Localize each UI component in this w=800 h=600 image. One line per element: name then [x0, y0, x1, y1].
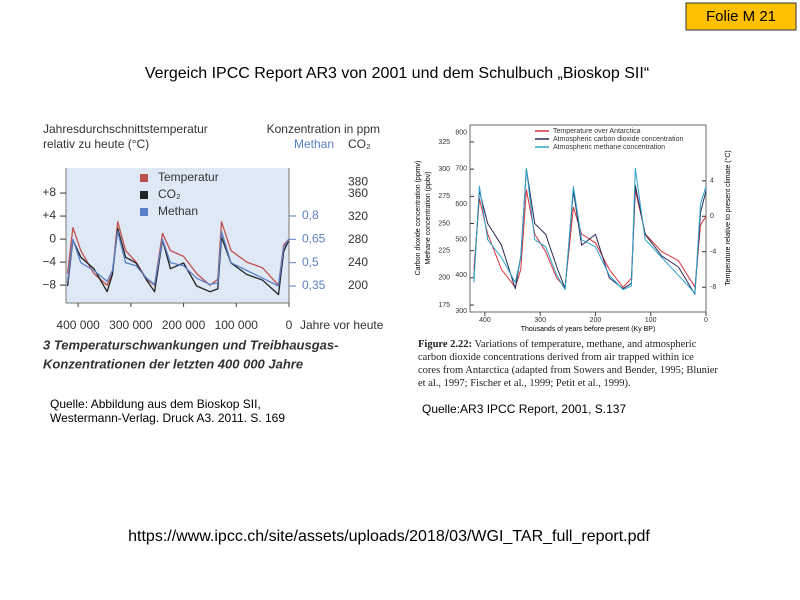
y-tick-label: 400	[455, 272, 467, 279]
x-axis-title: Thousands of years before present (Ky BP…	[521, 326, 656, 333]
legend-swatch	[140, 191, 148, 199]
data-line	[66, 227, 290, 296]
y-tick-label: 275	[438, 193, 450, 200]
y-tick-label: 280	[348, 232, 368, 246]
y-tick-label: 0,8	[302, 208, 319, 222]
caption: Konzentrationen der letzten 400 000 Jahr…	[43, 356, 303, 371]
legend-swatch	[140, 208, 148, 216]
y-tick-label: 225	[438, 248, 450, 255]
y-tick-label: +8	[42, 185, 56, 199]
y-tick-label: -8	[710, 284, 716, 291]
axis-title: relativ zu heute (°C)	[43, 137, 149, 151]
x-tick-label: 300 000	[109, 318, 153, 332]
y-tick-label: 0,65	[302, 231, 326, 245]
x-tick-label: 400 000	[56, 318, 100, 332]
badge-box	[685, 2, 797, 31]
legend-label: Temperature over Antarctica	[553, 128, 641, 135]
y-tick-label: 600	[455, 201, 467, 208]
x-tick-label: 200 000	[162, 318, 206, 332]
y-tick-label: 700	[455, 165, 467, 172]
x-tick-label: 0	[704, 317, 708, 324]
y-tick-label: 325	[438, 139, 450, 146]
x-tick-label: 200	[590, 317, 602, 324]
y-tick-label: 240	[348, 255, 368, 269]
data-line	[66, 230, 290, 287]
plot-area	[66, 168, 289, 303]
source: Quelle:AR3 IPCC Report, 2001, S.137	[422, 402, 626, 416]
legend-label: Temperatur	[158, 170, 219, 184]
x-tick-label: 400	[479, 317, 491, 324]
y-tick-label: 800	[455, 130, 467, 137]
url: https://www.ipcc.ch/site/assets/uploads/…	[128, 528, 650, 545]
y-tick-label: 4	[710, 178, 714, 185]
axis-title: Konzentration in ppm	[267, 122, 380, 136]
legend-label: CO₂	[158, 187, 181, 201]
figure-caption: Figure 2.22: Variations of temperature, …	[418, 338, 718, 390]
caption-label: Figure 2.22:	[418, 339, 473, 350]
caption: 3 Temperaturschwankungen und Treibhausga…	[43, 337, 338, 352]
y-tick-label: 0	[49, 231, 56, 245]
x-tick-label: 100	[645, 317, 657, 324]
y-tick-label: 200	[348, 278, 368, 292]
legend-label: Atmospheric carbon dioxide concentration	[553, 136, 683, 143]
source: Quelle: Abbildung aus dem Bioskop SII,	[50, 397, 261, 411]
legend-label: Methan	[158, 204, 198, 218]
y-tick-label: 0	[710, 213, 714, 220]
y-tick-label: 300	[455, 308, 467, 315]
x-axis-title: Jahre vor heute	[300, 318, 384, 332]
y-tick-label: 200	[438, 275, 450, 282]
y-axis-title: Carbon dioxide concentration (ppmv)	[415, 161, 422, 276]
x-tick-label: 100 000	[215, 318, 259, 332]
y-tick-label: 0,5	[302, 255, 319, 269]
data-line	[473, 168, 707, 295]
y-tick-label: 0,35	[302, 278, 326, 292]
source: Westermann-Verlag. Druck A3. 2011. S. 16…	[50, 411, 285, 425]
y-tick-label: 500	[455, 237, 467, 244]
y-tick-label: 360	[348, 186, 368, 200]
y-tick-label: 300	[438, 166, 450, 173]
x-tick-label: 0	[286, 318, 293, 332]
legend-label: Atmospheric methane concentration	[553, 144, 665, 151]
y-tick-label: -4	[710, 249, 716, 256]
y-tick-label: 175	[438, 302, 450, 309]
y-axis-title: Temperature relative to present climate …	[724, 150, 732, 285]
badge: Folie M 21	[706, 8, 776, 25]
axis-title: Methan	[294, 137, 334, 151]
data-line	[66, 221, 290, 286]
y-tick-label: 320	[348, 209, 368, 223]
axis-title: Jahresdurchschnittstemperatur	[43, 122, 208, 136]
caption: Variations of temperature, methane, and …	[418, 339, 718, 389]
slide-title: Vergeich IPCC Report AR3 von 2001 und de…	[145, 65, 649, 82]
y-tick-label: +4	[42, 208, 56, 222]
data-line	[473, 168, 707, 294]
legend-swatch	[140, 174, 148, 182]
axis-title: CO₂	[348, 137, 371, 151]
y-tick-label: −4	[42, 254, 56, 268]
x-tick-label: 300	[534, 317, 546, 324]
y-tick-label: 380	[348, 175, 368, 189]
y-axis-title: Methane concentration (ppbv)	[425, 172, 432, 265]
y-tick-label: −8	[42, 277, 56, 291]
plot-area	[469, 124, 707, 313]
y-tick-label: 250	[438, 220, 450, 227]
